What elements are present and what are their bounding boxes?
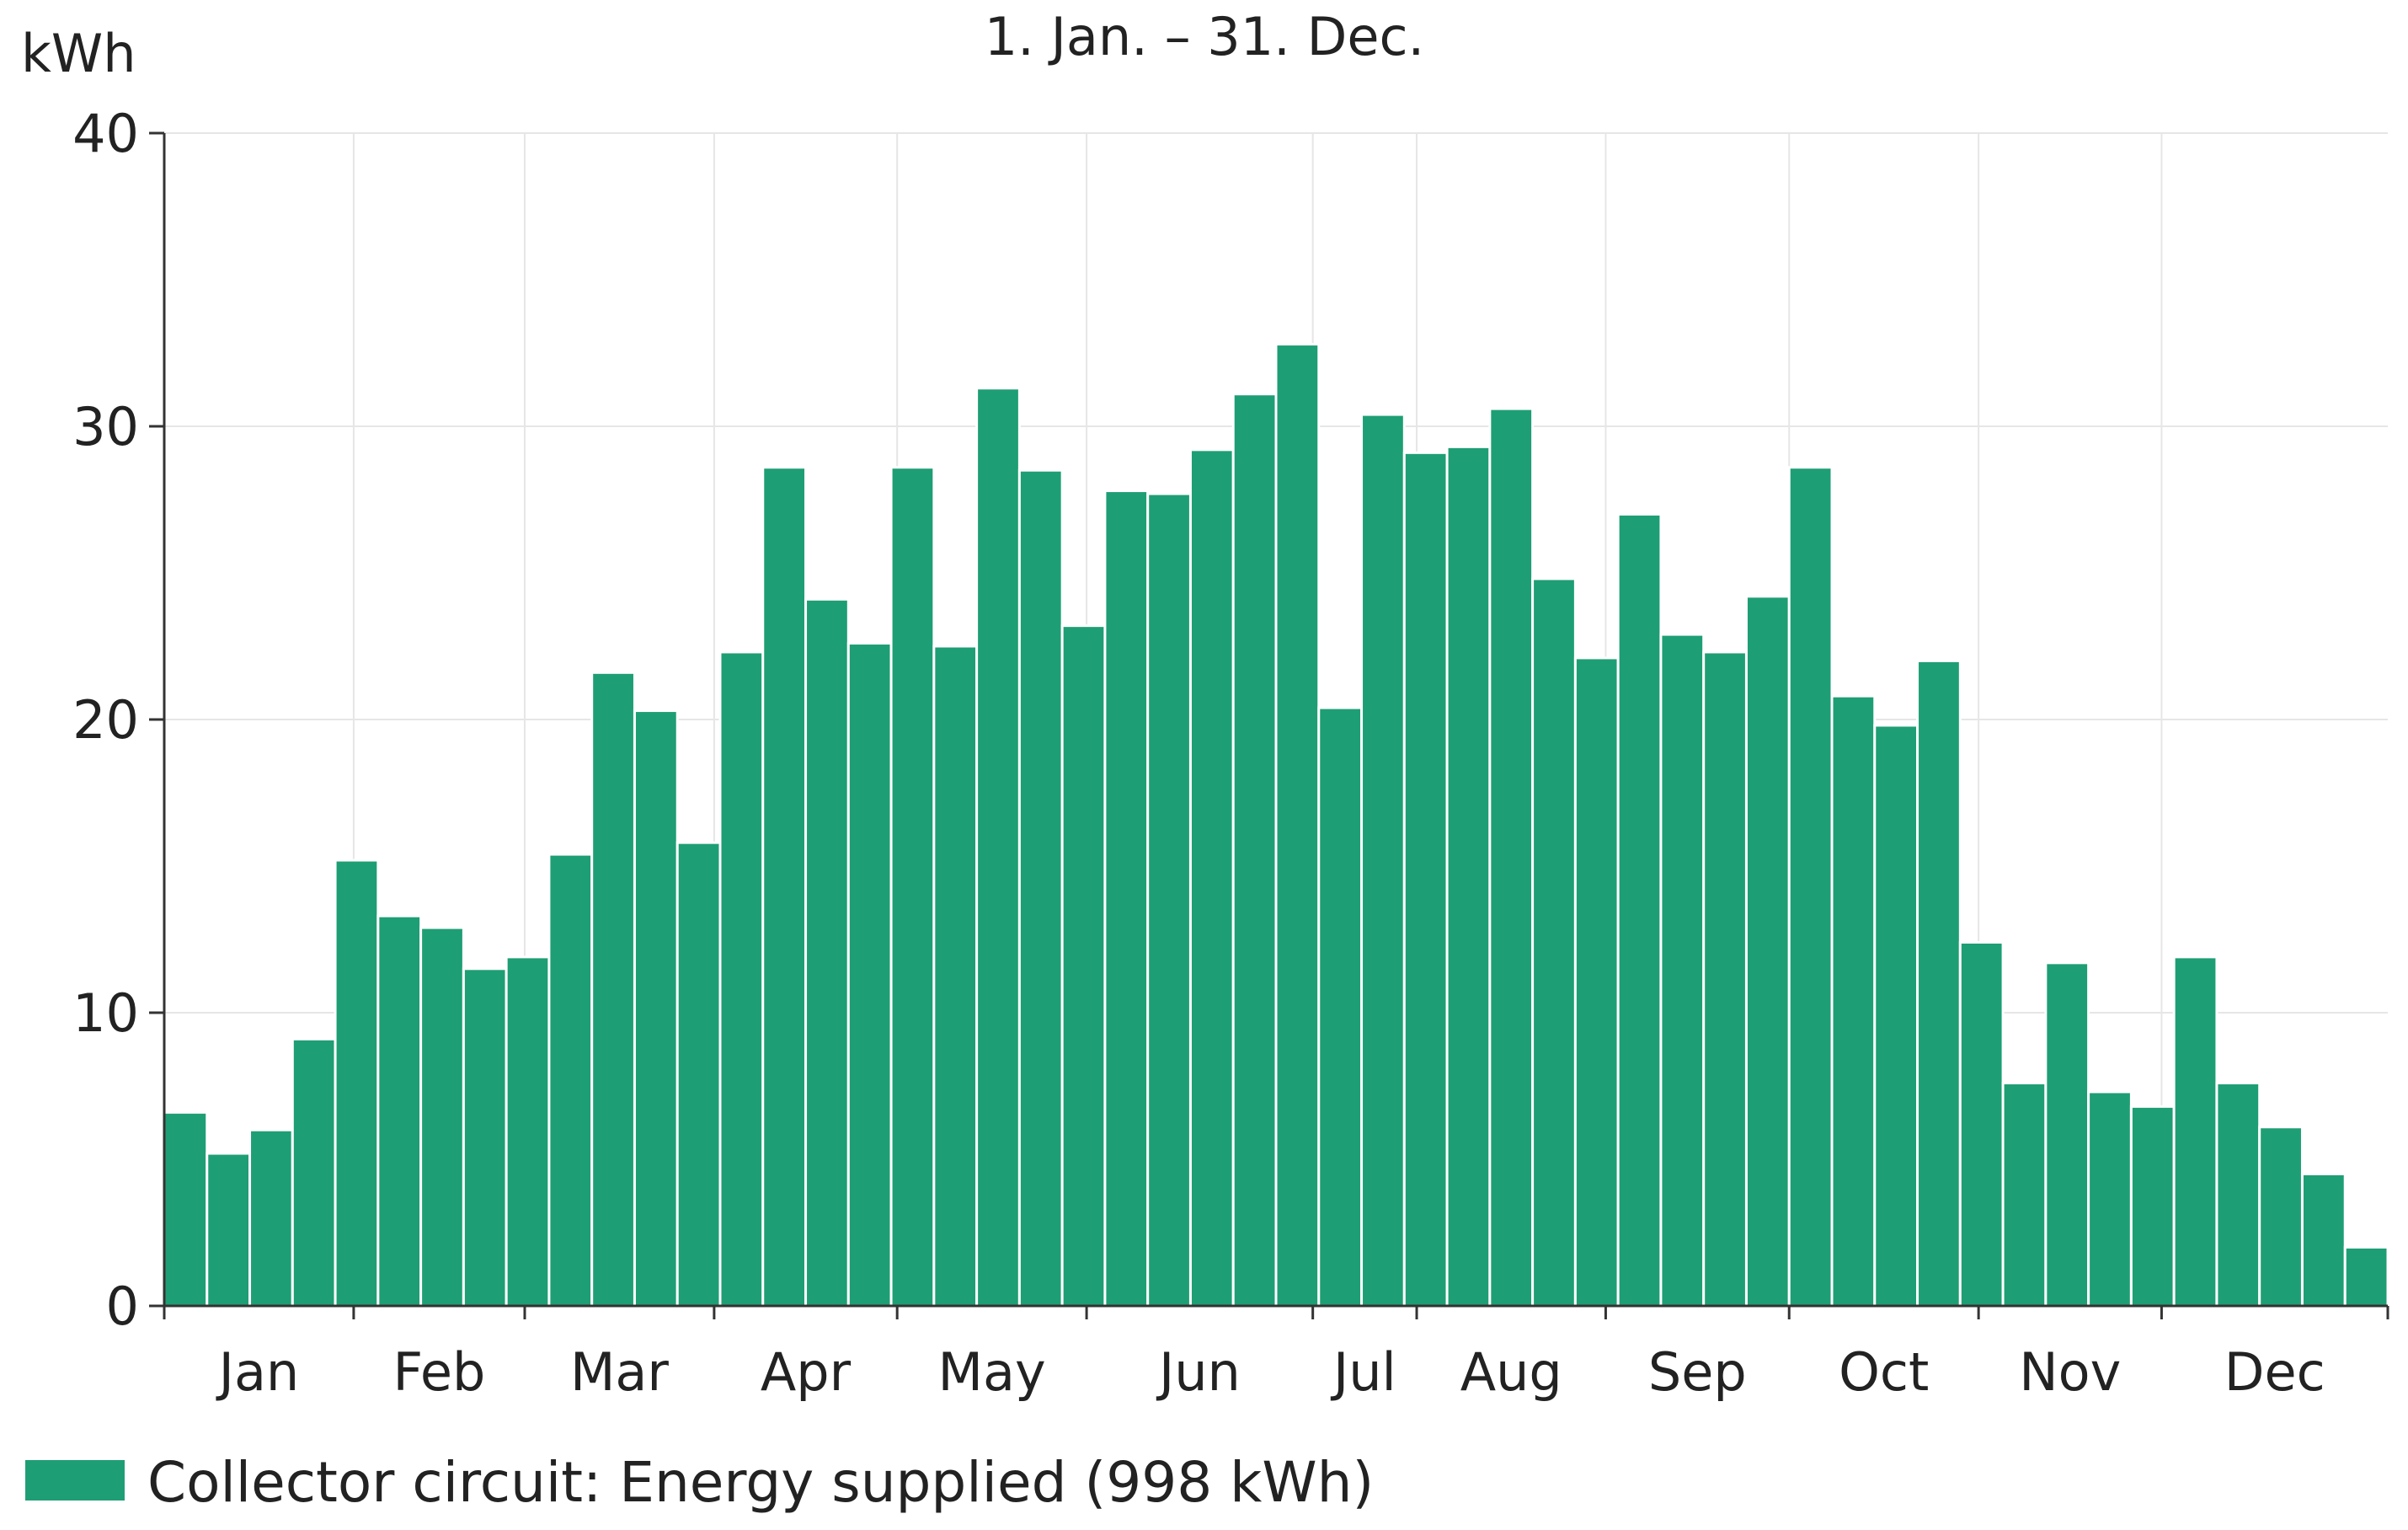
bar [675, 841, 722, 1308]
bar [2172, 955, 2218, 1308]
y-tick-label: 10 [72, 982, 139, 1044]
bar [1659, 633, 1706, 1308]
x-tick-label: Jul [1330, 1341, 1396, 1403]
bar [376, 914, 423, 1308]
bar [1060, 624, 1107, 1308]
bar [505, 955, 551, 1308]
bar [2343, 1245, 2389, 1308]
bar [1360, 413, 1406, 1308]
x-tick-label: Nov [2019, 1341, 2121, 1403]
bar [2044, 961, 2090, 1308]
bar [2129, 1105, 2176, 1308]
bar [1274, 343, 1321, 1308]
x-tick-label: Oct [1839, 1341, 1929, 1403]
bar [2087, 1090, 2133, 1308]
bar [2258, 1126, 2304, 1308]
x-tick-label: Mar [570, 1341, 669, 1403]
bar [1873, 724, 1919, 1308]
bar [590, 671, 636, 1308]
bar [1531, 577, 1577, 1308]
y-tick-label: 20 [72, 689, 139, 751]
legend-label: Collector circuit: Energy supplied (998 … [147, 1450, 1374, 1515]
legend-swatch [25, 1460, 125, 1501]
bar [2001, 1082, 2048, 1308]
bar [1017, 468, 1064, 1308]
bar [1916, 659, 1962, 1308]
x-tick-label: May [938, 1341, 1046, 1403]
bar [932, 645, 979, 1308]
bar [975, 387, 1021, 1308]
x-tick-labels: Jan Feb Mar Apr May Jun Jul Aug Sep Oct Nov Dec [216, 1341, 2325, 1403]
bar [547, 853, 594, 1308]
bar [1188, 448, 1235, 1308]
y-tick-labels: 0 10 20 30 40 [72, 103, 139, 1337]
bar [206, 1152, 252, 1308]
x-tick-label: Feb [393, 1341, 486, 1403]
x-tick-label: Apr [761, 1341, 852, 1403]
bar [248, 1128, 294, 1308]
bar [1573, 656, 1620, 1308]
bar [334, 859, 380, 1308]
x-tick-label: Jan [216, 1341, 300, 1403]
bar [462, 967, 508, 1308]
bar [1231, 393, 1278, 1308]
x-tick-label: Sep [1648, 1341, 1747, 1403]
x-tick-label: Dec [2224, 1341, 2325, 1403]
bar [718, 650, 765, 1308]
y-axis-label: kWh [21, 23, 136, 84]
bar [1744, 595, 1791, 1308]
bar [1830, 694, 1877, 1308]
y-tick-label: 40 [72, 103, 139, 164]
axes [149, 131, 2389, 1319]
bar [1702, 650, 1748, 1308]
bar [419, 926, 465, 1308]
bar [1616, 512, 1663, 1308]
y-tick-label: 0 [106, 1276, 139, 1337]
bar [889, 466, 936, 1308]
bar [1445, 445, 1492, 1308]
bar [1103, 489, 1150, 1308]
bar [163, 1110, 209, 1308]
legend: Collector circuit: Energy supplied (998 … [25, 1450, 1374, 1515]
bar [1958, 940, 2005, 1308]
bar [1402, 451, 1449, 1308]
bar [633, 709, 679, 1308]
x-tick-label: Jun [1156, 1341, 1241, 1403]
chart-title: 1. Jan. – 31. Dec. [985, 6, 1425, 67]
bar [846, 642, 893, 1308]
bar [1146, 492, 1192, 1308]
bar [804, 597, 850, 1308]
bar [1488, 407, 1535, 1308]
bars [163, 343, 2389, 1308]
y-tick-label: 30 [72, 396, 139, 457]
bar [2300, 1172, 2347, 1308]
bar [291, 1037, 337, 1308]
x-tick-label: Aug [1460, 1341, 1562, 1403]
bar [1317, 706, 1364, 1308]
bar [2215, 1082, 2261, 1308]
bar [1787, 466, 1834, 1308]
bar [761, 466, 808, 1308]
